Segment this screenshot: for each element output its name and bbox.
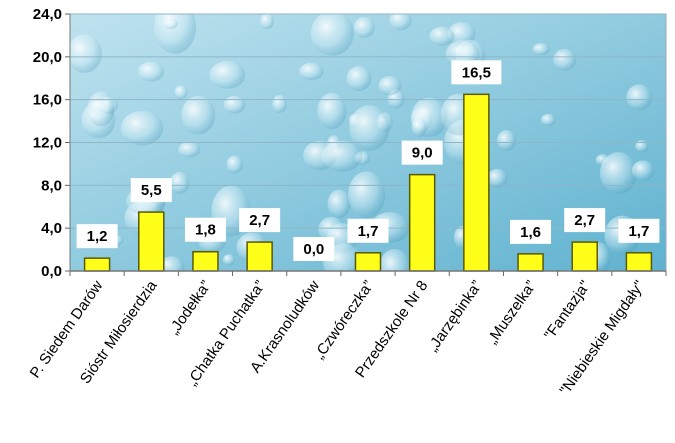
data-label: 5,5 — [141, 182, 162, 199]
data-label-box — [401, 140, 443, 165]
bar — [138, 211, 165, 272]
water-drop — [163, 18, 178, 29]
y-tick-label: 0,0 — [41, 263, 62, 280]
water-drop — [347, 171, 386, 218]
bar — [625, 252, 653, 272]
water-drop — [299, 62, 324, 81]
water-drop — [353, 16, 375, 38]
water-drop — [496, 130, 517, 151]
water-drop — [178, 141, 201, 158]
data-label: 1,6 — [520, 224, 541, 241]
x-tick-label: „Jodełka” — [165, 278, 214, 338]
data-label-box — [564, 208, 606, 233]
water-drop — [389, 14, 412, 31]
data-label-box — [510, 219, 552, 244]
data-label: 1,2 — [87, 228, 108, 245]
water-drop — [87, 91, 115, 127]
data-label: 2,7 — [574, 212, 595, 229]
water-drop — [260, 14, 274, 30]
water-drop — [599, 152, 638, 195]
y-tick-label: 20,0 — [33, 49, 62, 66]
water-drop — [174, 85, 188, 99]
water-drop — [631, 160, 655, 181]
water-drop — [70, 34, 102, 74]
water-drop — [429, 26, 455, 46]
water-drop — [487, 168, 508, 188]
water-drop — [209, 60, 246, 89]
data-label-box — [293, 237, 335, 261]
x-tick-label: „Muszelka” — [484, 278, 540, 348]
data-label: 2,7 — [249, 212, 270, 229]
data-label-box — [618, 218, 660, 243]
water-drop — [378, 249, 412, 271]
y-tick-label: 4,0 — [41, 220, 62, 237]
bar — [83, 257, 111, 272]
data-label-box — [347, 218, 389, 243]
y-tick-label: 16,0 — [33, 92, 62, 109]
y-tick-label: 8,0 — [41, 177, 62, 194]
data-labels: 1,2 5,5 1,8 2,7 0,0 1,7 9,0 16,5 1,6 2,7 1,7 — [76, 60, 660, 261]
bar — [246, 241, 273, 272]
bar — [571, 241, 598, 272]
water-drop — [327, 189, 351, 219]
water-drop — [169, 171, 190, 195]
y-tick-label: 24,0 — [33, 6, 62, 23]
water-drop — [317, 92, 347, 130]
water-drop — [222, 254, 236, 266]
water-drop — [272, 94, 287, 114]
bar — [354, 252, 382, 272]
x-tick-label: „Jarzębinka” — [424, 278, 485, 355]
bar — [517, 253, 544, 272]
data-label: 16,5 — [462, 64, 491, 81]
data-label: 9,0 — [412, 145, 433, 162]
data-label: 1,7 — [358, 223, 379, 240]
data-label: 1,7 — [628, 223, 649, 240]
data-label-box — [239, 208, 281, 233]
bars — [83, 93, 653, 272]
water-drop — [540, 113, 556, 127]
water-drop — [635, 140, 649, 153]
water-drop — [226, 155, 243, 174]
water-drop — [447, 21, 476, 46]
water-drop — [378, 76, 402, 96]
data-label-box — [184, 217, 226, 242]
water-drop — [626, 84, 653, 111]
water-drop — [310, 14, 354, 56]
water-drop — [532, 43, 550, 56]
water-drop — [553, 48, 577, 71]
data-label-box — [76, 224, 118, 249]
water-drop — [120, 110, 164, 146]
water-drop — [349, 105, 390, 151]
water-drop — [411, 117, 427, 137]
y-tick-label: 12,0 — [33, 135, 62, 152]
bar — [463, 93, 490, 272]
data-label-box — [451, 60, 502, 85]
water-drop — [181, 95, 216, 135]
water-drop — [223, 95, 246, 114]
bar — [192, 250, 219, 272]
water-drop — [137, 61, 165, 82]
y-axis: 0,0 4,0 8,0 12,0 16,0 20,0 24,0 — [33, 6, 71, 280]
data-label: 1,8 — [195, 222, 216, 239]
data-label: 0,0 — [303, 241, 324, 258]
data-label-box — [130, 178, 172, 203]
water-drop — [321, 140, 363, 172]
water-drop — [346, 65, 372, 91]
water-drop — [158, 256, 185, 271]
x-tick-label: "Fantazja" — [541, 278, 594, 344]
bar — [408, 173, 436, 272]
